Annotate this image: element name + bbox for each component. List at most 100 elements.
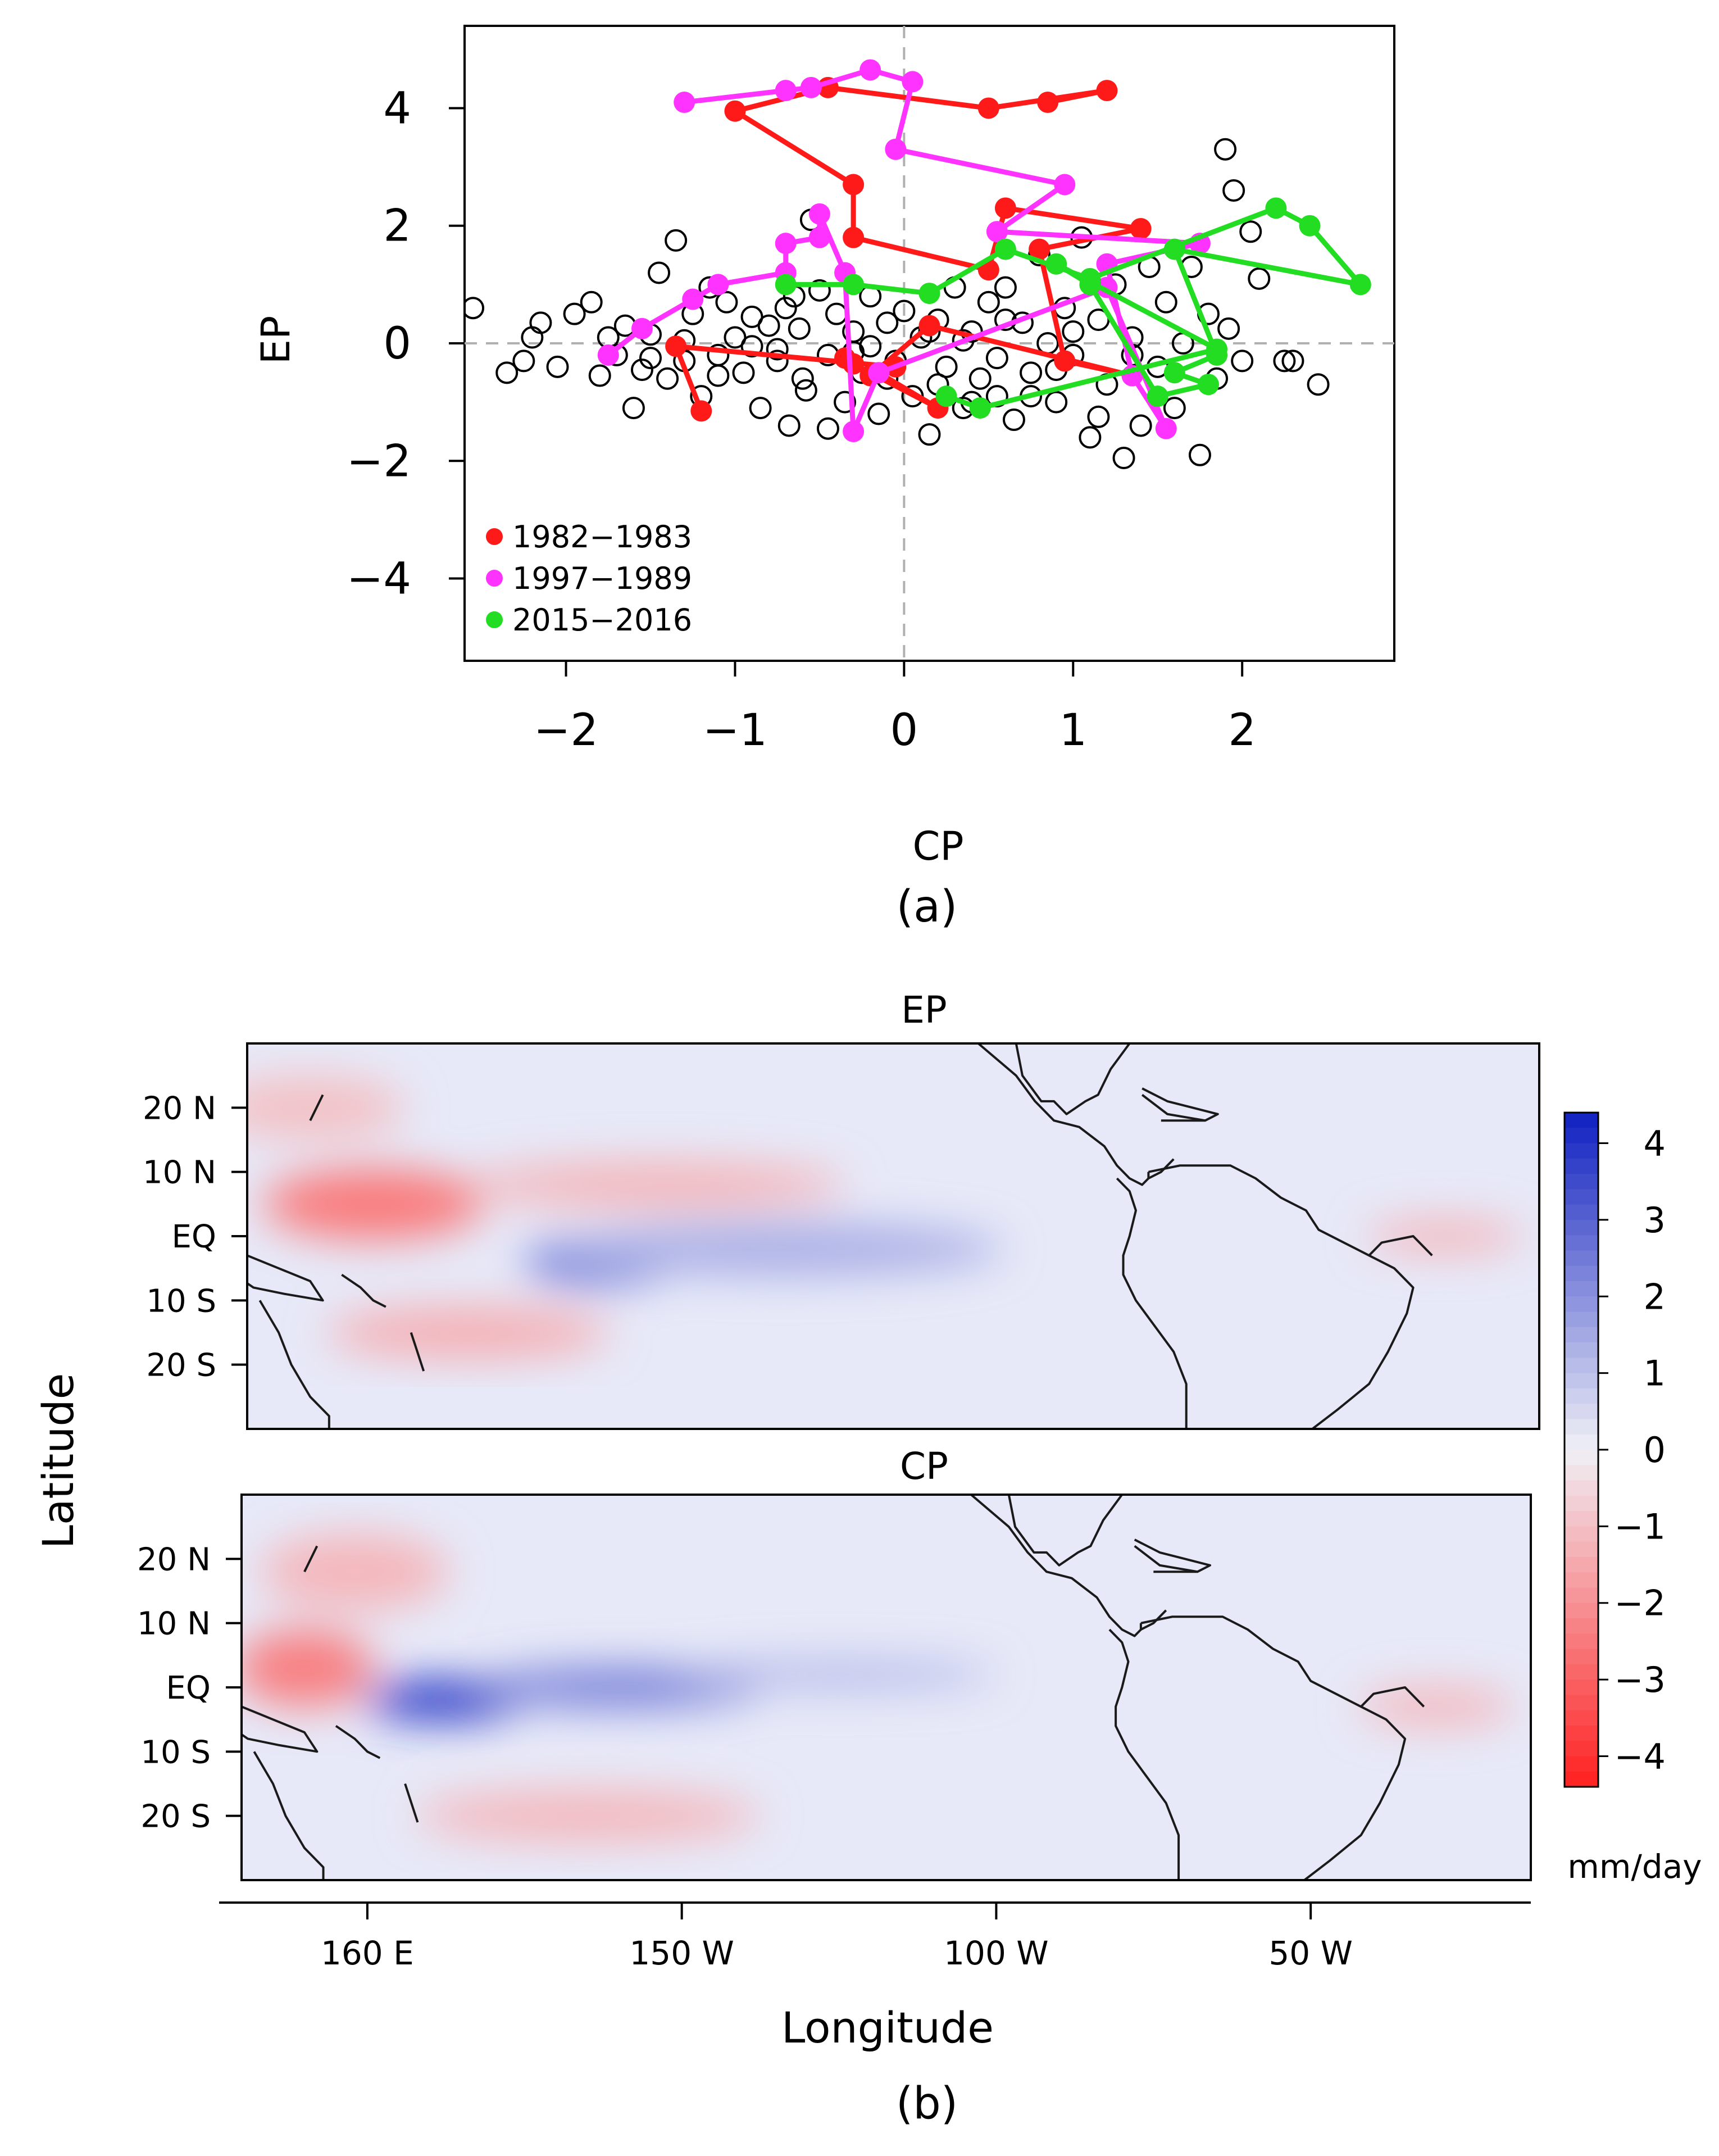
background-point: [665, 229, 688, 252]
y-tick-label: −2: [347, 436, 411, 487]
y-tick-label: 4: [383, 83, 411, 134]
colorbar-segment: [1565, 1450, 1598, 1466]
colorbar-segment: [1565, 1756, 1598, 1772]
background-point: [732, 361, 755, 384]
colorbar-segment: [1565, 1480, 1598, 1496]
coastline: [1134, 1538, 1212, 1573]
series-point: [1054, 174, 1076, 196]
background-point: [1129, 414, 1152, 437]
series-point: [1037, 92, 1059, 114]
x-tick-label: 0: [890, 705, 918, 756]
colorbar-tick-label: 3: [1644, 1200, 1666, 1241]
coastline: [456, 1912, 468, 1931]
x-axis-ticks: −2 −1 0 1 2: [534, 661, 1256, 756]
colorbar-segment: [1565, 1219, 1598, 1236]
map-y-axis-label: Latitude: [33, 1373, 83, 1549]
colorbar-tick-label: −3: [1615, 1659, 1666, 1700]
background-point: [834, 391, 857, 414]
colorbar-segment: [1565, 1143, 1598, 1159]
colorbar-segment: [1565, 1204, 1598, 1220]
background-point: [740, 335, 763, 358]
coastline: [1140, 1615, 1407, 1880]
colorbar-segment: [1565, 1128, 1598, 1144]
cp-anomaly-field: [242, 1533, 1516, 1842]
colorbar-segment: [1565, 1587, 1598, 1604]
series-point: [1147, 385, 1168, 407]
colorbar-segment: [1565, 1649, 1598, 1665]
series-point: [1163, 238, 1185, 260]
coastline: [461, 1461, 474, 1480]
colorbar-segment: [1565, 1511, 1598, 1527]
background-point: [546, 355, 569, 378]
longitude-ticks: 160 E 150 W 100 W 50 W: [219, 1901, 1531, 1972]
coastline: [242, 1705, 319, 1753]
background-point: [1281, 350, 1304, 373]
background-point: [791, 367, 814, 390]
background-point: [968, 367, 992, 390]
background-point: [918, 423, 941, 446]
background-point: [1248, 267, 1271, 290]
coastline: [1141, 1087, 1219, 1122]
background-point: [588, 364, 611, 387]
longitude-tick-label: 100 W: [944, 1934, 1049, 1972]
x-tick-label: −1: [703, 705, 767, 756]
series-point: [690, 400, 712, 422]
colorbar-tick-label: −4: [1615, 1736, 1666, 1777]
anomaly-region: [263, 1168, 484, 1240]
colorbar-segment: [1565, 1526, 1598, 1542]
series-point: [1155, 417, 1177, 439]
background-point: [788, 317, 811, 340]
colorbar-tick-label: 2: [1644, 1276, 1666, 1317]
colorbar-segment: [1565, 1695, 1598, 1711]
coastline: [258, 1300, 330, 1429]
colorbar-segment: [1565, 1771, 1598, 1787]
series-point: [775, 80, 797, 102]
series-point: [994, 238, 1016, 260]
latitude-tick-label: EQ: [166, 1670, 211, 1706]
y-tick-label: 2: [383, 201, 411, 252]
background-point: [1214, 138, 1237, 161]
background-point: [1231, 350, 1254, 373]
series-point: [1029, 238, 1050, 260]
colorbar-segment: [1565, 1342, 1598, 1359]
series-point: [902, 71, 924, 93]
series-point: [724, 100, 746, 122]
series-point: [935, 385, 957, 407]
colorbar-segment: [1565, 1434, 1598, 1450]
series-point: [800, 76, 822, 98]
x-tick-label: −2: [534, 705, 598, 756]
x-tick-label: 1: [1059, 705, 1087, 756]
cp-latitude-ticks: 20 N 10 N EQ 10 S 20 S: [137, 1541, 242, 1835]
colorbar-segment: [1565, 1373, 1598, 1389]
colorbar-segment: [1565, 1189, 1598, 1205]
series-point: [1079, 274, 1101, 296]
colorbar-tick-label: −1: [1615, 1506, 1666, 1547]
colorbar-segment: [1565, 1618, 1598, 1635]
background-point: [563, 302, 586, 325]
background-point: [766, 338, 789, 361]
latitude-tick-label: 20 N: [143, 1090, 216, 1127]
ep-anomaly-field: [247, 1075, 1524, 1359]
colorbar-segment: [1565, 1265, 1598, 1282]
background-point: [648, 261, 671, 284]
coastline: [247, 1254, 324, 1302]
background-point: [935, 355, 958, 378]
colorbar-segment: [1565, 1235, 1598, 1251]
colorbar-segment: [1565, 1281, 1598, 1297]
longitude-tick-label: 160 E: [321, 1934, 414, 1972]
x-axis-label: CP: [912, 823, 963, 869]
y-tick-label: 0: [383, 319, 411, 369]
background-point: [794, 379, 817, 402]
background-point: [774, 297, 797, 320]
colorbar: 4 3 2 1 0 −1 −2 −3 −4: [1563, 1111, 1666, 1788]
background-point: [816, 417, 839, 440]
series-point: [1130, 217, 1152, 239]
series-point: [885, 138, 907, 160]
series-point: [1265, 197, 1287, 219]
colorbar-tick-label: 0: [1644, 1429, 1666, 1470]
latitude-tick-label: EQ: [172, 1219, 216, 1255]
background-point: [1112, 447, 1135, 470]
legend-marker: [486, 570, 503, 587]
map-title-ep: EP: [901, 988, 947, 1032]
